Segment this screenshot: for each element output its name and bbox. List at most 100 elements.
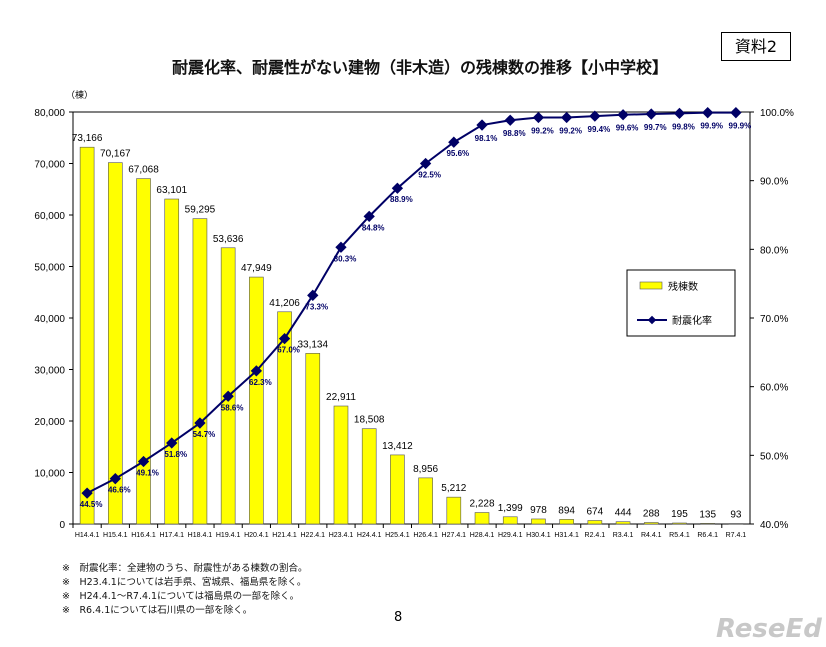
bar-label: 135 xyxy=(699,509,716,520)
bar xyxy=(700,523,715,525)
bar xyxy=(305,353,321,525)
line-label: 62.3% xyxy=(249,378,272,387)
line-marker xyxy=(730,107,742,119)
line-label: 98.8% xyxy=(503,129,526,138)
bar xyxy=(587,520,603,525)
line-marker xyxy=(222,390,234,402)
line-marker xyxy=(476,119,488,131)
right-tick-label: 70.0% xyxy=(760,314,788,325)
line-marker xyxy=(278,332,291,345)
left-tick-label: 20,000 xyxy=(34,417,65,428)
line-marker xyxy=(532,111,545,124)
bar xyxy=(192,218,208,525)
bar-label: 978 xyxy=(530,505,547,516)
bar xyxy=(79,146,95,525)
line-label: 98.1% xyxy=(475,134,498,143)
bar-label: 70,167 xyxy=(100,149,131,160)
bar xyxy=(390,454,405,525)
x-tick-label: R7.4.1 xyxy=(726,532,747,539)
line-label: 51.8% xyxy=(164,450,187,459)
bar xyxy=(277,311,292,525)
line-label: 99.9% xyxy=(700,122,723,131)
bar-label: 13,412 xyxy=(382,441,413,452)
line-label: 44.5% xyxy=(80,500,103,509)
bar xyxy=(502,516,518,525)
bar xyxy=(559,519,574,525)
x-tick-label: H26.4.1 xyxy=(413,532,438,539)
line-marker xyxy=(363,210,375,223)
bar xyxy=(446,496,462,525)
line-label: 95.6% xyxy=(446,149,469,158)
right-tick-label: 80.0% xyxy=(760,245,788,256)
right-tick-label: 60.0% xyxy=(760,383,788,394)
line-marker xyxy=(673,107,686,120)
line-marker xyxy=(194,417,206,429)
bar-label: 59,295 xyxy=(185,205,216,216)
line-label: 99.4% xyxy=(588,125,611,134)
note: ※ R6.4.1については石川県の一部を除く。 xyxy=(62,605,253,616)
line-marker xyxy=(391,182,404,194)
x-tick-label: H25.4.1 xyxy=(385,532,410,539)
chart: （棟） 0 10,000 20,000 30,000 40,000 50,000 60,000… xyxy=(34,89,794,539)
bar-label: 1,399 xyxy=(498,503,523,514)
left-tick-label: 40,000 xyxy=(34,314,65,325)
left-axis-label: （棟） xyxy=(66,89,93,100)
bar xyxy=(108,162,123,525)
bar-label: 18,508 xyxy=(354,415,385,426)
bar-label: 22,911 xyxy=(326,392,356,403)
x-tick-label: H22.4.1 xyxy=(301,532,326,539)
bar xyxy=(531,518,546,525)
line-marker xyxy=(504,114,516,126)
x-tick-label: H23.4.1 xyxy=(329,532,354,539)
line-label: 46.6% xyxy=(108,486,131,495)
line-marker xyxy=(335,241,347,253)
line-marker xyxy=(448,136,460,148)
line-label: 99.8% xyxy=(672,122,695,131)
left-tick-label: 30,000 xyxy=(34,366,65,377)
line-marker xyxy=(137,455,150,468)
bar-label: 33,134 xyxy=(297,339,328,350)
left-tick-label: 50,000 xyxy=(34,263,65,274)
left-tick-label: 70,000 xyxy=(34,160,65,171)
bar xyxy=(220,247,236,525)
x-tick-label: R5.4.1 xyxy=(669,532,690,539)
x-tick-label: H19.4.1 xyxy=(216,532,241,539)
bar-label: 73,166 xyxy=(72,133,103,144)
legend xyxy=(626,269,736,337)
x-tick-label: H16.4.1 xyxy=(131,532,156,539)
bar-label: 5,212 xyxy=(441,483,466,494)
x-tick-label: H17.4.1 xyxy=(159,532,184,539)
bar xyxy=(672,522,687,525)
line-label: 67.0% xyxy=(277,346,300,355)
note: ※ 耐震化率：全建物のうち、耐震性がある棟数の割合。 xyxy=(62,563,308,574)
bar xyxy=(136,178,151,525)
line-label: 73.3% xyxy=(305,302,328,311)
line-label: 92.5% xyxy=(418,171,441,180)
line-label: 49.1% xyxy=(136,469,159,478)
x-tick-label: H30.4.1 xyxy=(526,532,551,539)
line-marker xyxy=(645,108,657,120)
left-tick-label: 60,000 xyxy=(34,211,65,222)
line-label: 99.6% xyxy=(616,124,639,133)
x-tick-label: R3.4.1 xyxy=(613,532,634,539)
right-tick-label: 100.0% xyxy=(760,108,794,119)
bar-label: 288 xyxy=(643,509,660,520)
page-title: 耐震化率、耐震性がない建物（非木造）の残棟数の推移【小中学校】 xyxy=(171,58,668,77)
bar-label: 2,228 xyxy=(470,499,495,510)
x-tick-label: H20.4.1 xyxy=(244,532,269,539)
bar xyxy=(333,405,349,525)
x-tick-label: H21.4.1 xyxy=(272,532,297,539)
logo: ReseEd xyxy=(716,614,822,644)
x-tick-label: H27.4.1 xyxy=(442,532,467,539)
line-marker xyxy=(560,111,573,124)
legend-label: 耐震化率 xyxy=(672,314,712,327)
x-tick-label: R4.4.1 xyxy=(641,532,662,539)
bar xyxy=(361,428,377,525)
line-label: 99.7% xyxy=(644,123,667,132)
right-tick-label: 50.0% xyxy=(760,451,788,462)
line-label: 99.9% xyxy=(729,122,752,131)
line-marker xyxy=(307,289,319,301)
x-tick-label: R2.4.1 xyxy=(585,532,606,539)
bar-label: 674 xyxy=(587,507,604,518)
